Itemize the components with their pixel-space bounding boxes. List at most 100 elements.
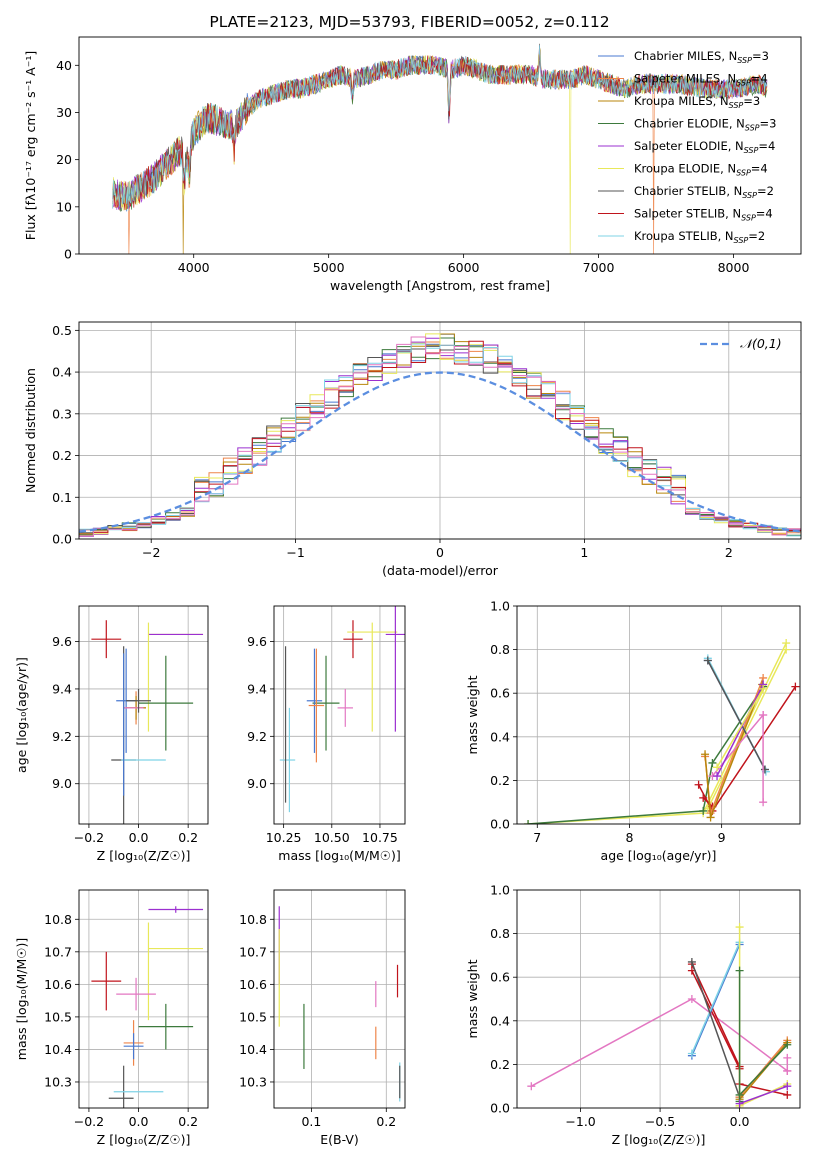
y-tick-label: 0.8 — [490, 642, 510, 657]
weight-line — [711, 714, 764, 777]
weight-marker — [783, 1090, 792, 1099]
legend-label: Salpeter MILES, NSSP=4 — [634, 72, 768, 88]
y-axis-label: age [log₁₀(age/yr)] — [14, 657, 29, 773]
weight-marker — [759, 798, 768, 807]
figure-title: PLATE=2123, MJD=53793, FIBERID=0052, z=0… — [209, 13, 610, 31]
weight-marker — [524, 820, 533, 824]
weight-marker — [783, 1082, 792, 1091]
x-tick-label: 0.0 — [129, 1114, 149, 1129]
y-tick-label: 0 — [64, 247, 72, 262]
y-tick-label: 9.4 — [247, 681, 267, 696]
y-tick-label: 10.8 — [44, 912, 72, 927]
y-tick-label: 10.7 — [44, 944, 72, 959]
panel-residuals: −2 −1 0 1 2 0.0 0.1 0.2 0.3 0.4 0.5 (data-model)/er… — [23, 321, 802, 578]
weight-marker — [783, 1066, 792, 1075]
weight-line — [739, 1085, 788, 1105]
legend-label: Kroupa MILES, NSSP=3 — [634, 94, 760, 110]
y-tick-label: 10.7 — [239, 944, 267, 959]
weight-line — [707, 649, 787, 810]
weight-line — [691, 963, 741, 1067]
x-tick-label: 9 — [718, 830, 726, 845]
panel-age-vs-Z: −0.2 0.0 0.2 9.0 9.2 9.4 9.6 Z [log₁₀(Z/Z☉)] age… — [14, 605, 209, 863]
weight-line — [530, 998, 788, 1087]
y-tick-label: 0.5 — [52, 323, 72, 338]
x-tick-label: 1 — [580, 545, 588, 560]
y-tick-label: 10.4 — [239, 1042, 267, 1057]
weight-marker — [759, 684, 768, 693]
x-axis-label: (data-model)/error — [382, 563, 499, 578]
weight-line — [739, 1042, 788, 1100]
legend-label: Salpeter STELIB, NSSP=4 — [634, 207, 773, 223]
y-tick-label: 0.0 — [490, 817, 510, 832]
weight-line — [716, 688, 764, 768]
x-tick-label: 4000 — [178, 260, 210, 275]
gaussian-curve — [79, 371, 801, 533]
y-axis-label: mass weight — [465, 959, 480, 1038]
legend-label: Chabrier STELIB, NSSP=2 — [634, 184, 774, 200]
weight-marker — [694, 780, 703, 789]
y-tick-label: 10.6 — [44, 977, 72, 992]
weight-marker — [699, 806, 708, 815]
weight-marker — [687, 1049, 696, 1058]
weight-marker — [706, 813, 715, 822]
x-tick-label: 0.2 — [178, 1114, 198, 1129]
plot-area — [279, 606, 405, 813]
y-tick-label: 10.6 — [239, 977, 267, 992]
x-tick-label: 10.25 — [266, 830, 302, 845]
spectrum-line — [112, 45, 768, 211]
weight-marker — [701, 750, 710, 759]
y-tick-label: 10.5 — [239, 1009, 267, 1024]
y-tick-label: 30 — [56, 105, 72, 120]
y-tick-label: 9.0 — [52, 776, 72, 791]
y-tick-label: 0.4 — [52, 365, 72, 380]
y-tick-label: 0.6 — [490, 970, 510, 985]
y-tick-label: 0.8 — [490, 926, 510, 941]
x-axis-label: wavelength [Angstrom, rest frame] — [330, 278, 550, 293]
panel-weight-vs-age: 7 8 9 0.0 0.2 0.4 0.6 0.8 1.0 age [log₁₀(age/yr)]… — [465, 599, 801, 863]
y-tick-label: 9.2 — [247, 729, 267, 744]
panel-age-vs-mass: 10.25 10.50 10.75 9.0 9.2 9.4 9.6 mass [log₁₀(M… — [247, 605, 406, 863]
axes-frame — [273, 605, 406, 825]
weight-line — [716, 684, 764, 777]
plot-area — [524, 639, 800, 824]
y-tick-label: 0.0 — [52, 532, 72, 547]
x-tick-label: 7 — [533, 830, 541, 845]
weight-marker — [699, 793, 708, 802]
legend-label: Kroupa STELIB, NSSP=2 — [634, 229, 765, 245]
x-tick-label: 2 — [725, 545, 733, 560]
y-tick-label: 10 — [56, 199, 72, 214]
y-tick-label: 20 — [56, 152, 72, 167]
plot-area — [112, 43, 768, 254]
spectrum-line — [112, 43, 768, 211]
x-tick-label: 7000 — [583, 260, 615, 275]
weight-marker — [708, 758, 717, 767]
y-tick-label: 0.1 — [52, 490, 72, 505]
weight-marker — [527, 1082, 536, 1091]
weight-line — [739, 1044, 788, 1096]
x-tick-label: 10.75 — [362, 830, 398, 845]
plot-area — [278, 906, 401, 1102]
weight-marker — [735, 923, 744, 932]
weight-marker — [782, 645, 791, 654]
x-tick-label: 0 — [436, 545, 444, 560]
weight-marker — [735, 966, 744, 975]
plot-area — [79, 333, 801, 539]
panel-mass-vs-Z: −0.2 0.0 0.2 10.3 10.4 10.5 10.6 10.7 10.8 Z [log… — [14, 889, 209, 1147]
x-tick-label: 10.50 — [314, 830, 350, 845]
weight-marker — [760, 765, 769, 774]
x-axis-label: E(B-V) — [320, 1132, 359, 1147]
y-tick-label: 9.2 — [52, 729, 72, 744]
weight-marker — [783, 1040, 792, 1049]
x-tick-label: 0.2 — [376, 1114, 396, 1129]
x-tick-label: 0.0 — [129, 830, 149, 845]
y-tick-label: 0.6 — [490, 686, 510, 701]
panel-spectrum: 4000 5000 6000 7000 8000 0 10 20 30 40 wavelength … — [23, 36, 802, 293]
x-tick-label: 8000 — [718, 260, 750, 275]
axes-frame — [516, 605, 801, 825]
histogram-step — [79, 336, 801, 539]
legend-label: Chabrier MILES, NSSP=3 — [634, 49, 769, 65]
y-tick-label: 40 — [56, 58, 72, 73]
x-tick-label: 6000 — [448, 260, 480, 275]
x-tick-label: −1.0 — [565, 1114, 595, 1129]
x-tick-label: 0.0 — [730, 1114, 750, 1129]
